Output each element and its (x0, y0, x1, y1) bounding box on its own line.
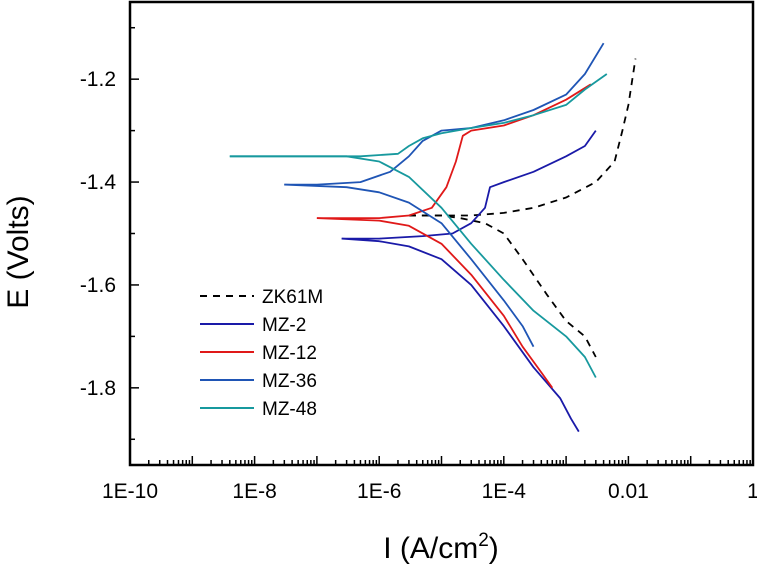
x-tick-label: 1E-4 (482, 480, 527, 503)
y-tick-label: -1.4 (80, 171, 117, 194)
x-tick-label: 1E-8 (232, 480, 276, 503)
y-axis-label: E (Volts) (2, 195, 35, 308)
series-line-cathodic (229, 155, 597, 378)
series-line-cathodic (408, 214, 597, 358)
plot-frame (128, 0, 755, 467)
legend: ZK61M MZ-2 MZ-12 MZ-36 MZ-48 (200, 287, 323, 420)
tick-labels: 1E-10 1E-8 1E-6 1E-4 0.01 1 -1.2 -1.4 -1.6 -1.8 (80, 68, 757, 503)
x-axis-label-superscript: 2 (478, 530, 489, 551)
x-tick-label: 1E-10 (102, 480, 158, 503)
series-line-anodic (408, 58, 637, 217)
y-tick-label: -1.6 (80, 274, 116, 297)
legend-label: ZK61M (262, 287, 323, 308)
x-tick-label: 0.01 (608, 480, 649, 503)
series-line-anodic (341, 130, 597, 240)
y-tick-label: -1.2 (80, 68, 116, 91)
series-line-anodic (229, 73, 608, 158)
series-line-cathodic (284, 183, 535, 348)
legend-label: MZ-12 (262, 343, 317, 364)
series-line-cathodic (316, 217, 554, 389)
series-line-anodic (316, 83, 592, 220)
x-tick-label: 1E-6 (357, 480, 401, 503)
x-axis-label-main: I (A/cm (383, 532, 478, 565)
legend-label: MZ-36 (262, 371, 317, 392)
x-axis-label: I (A/cm2) (383, 530, 499, 565)
legend-label: MZ-48 (262, 399, 317, 420)
x-axis-label-close: ) (489, 532, 499, 565)
series-line-cathodic (341, 237, 580, 433)
x-tick-label: 1 (747, 480, 757, 503)
y-tick-label: -1.8 (80, 377, 116, 400)
series-line-anodic (284, 42, 605, 186)
series-lines (229, 42, 637, 433)
axis-ticks (129, 26, 751, 465)
legend-label: MZ-2 (262, 315, 306, 336)
